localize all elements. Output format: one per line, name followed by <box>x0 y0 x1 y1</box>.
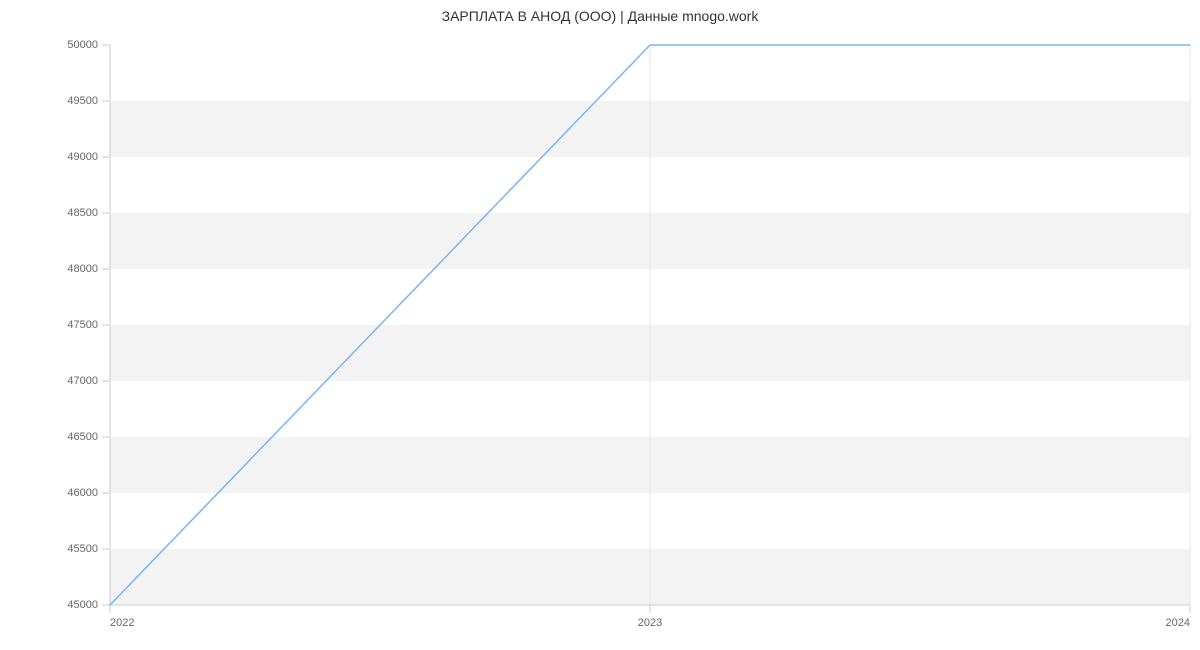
y-tick-label: 47500 <box>67 319 98 331</box>
salary-chart: ЗАРПЛАТА В АНОД (ООО) | Данные mnogo.wor… <box>0 0 1200 650</box>
y-tick-label: 45000 <box>67 599 98 611</box>
y-tick-label: 49000 <box>67 151 98 163</box>
x-tick-label: 2024 <box>1166 617 1190 629</box>
x-tick-label: 2022 <box>110 617 134 629</box>
y-tick-label: 48000 <box>67 263 98 275</box>
chart-svg <box>0 0 1200 650</box>
y-tick-label: 49500 <box>67 95 98 107</box>
y-tick-label: 50000 <box>67 39 98 51</box>
y-tick-label: 48500 <box>67 207 98 219</box>
y-tick-label: 47000 <box>67 375 98 387</box>
y-tick-label: 46500 <box>67 431 98 443</box>
y-tick-label: 46000 <box>67 487 98 499</box>
y-tick-label: 45500 <box>67 543 98 555</box>
x-tick-label: 2023 <box>638 617 662 629</box>
